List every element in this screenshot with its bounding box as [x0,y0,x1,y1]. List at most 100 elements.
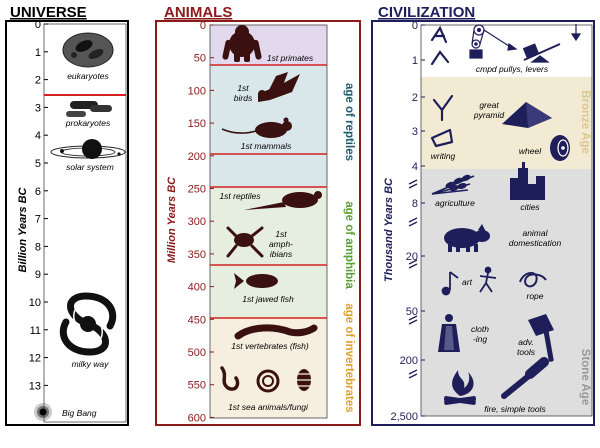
civilization-tick-label: 2 [412,92,418,104]
civilization-tick-label: 8 [412,198,418,210]
writing-glyph-icon [430,25,448,44]
mammals-label: 1st mammals [241,141,292,151]
milky-way-icon [59,292,117,356]
animals-tick-label: 600 [188,412,206,424]
civilization-panel: CIVILIZATION Thousand Years BC 0 1 2 3 4 8 20 5… [371,4,595,426]
vertebrates-label: 1st vertebrates (fish) [231,341,309,351]
worm-icon [220,366,240,391]
birds-label: birds [234,93,253,103]
animals-tick-label: 300 [188,216,206,228]
cities-icon [510,162,545,200]
animals-tick-label: 500 [188,347,206,359]
universe-axis-label: Billion Years BC [17,186,29,272]
universe-tick-label: 3 [35,102,41,114]
universe-tick-label: 4 [35,130,41,142]
civilization-plot-area [420,24,593,417]
civilization-tick-label: 1 [412,55,418,67]
universe-title: UNIVERSE [10,4,87,21]
animals-ticks: 0 50 100 150 200 250 300 350 400 450 500 550 600 [188,20,214,424]
jawed-fish-label: 1st jawed fish [242,294,294,304]
amphibian-icon [226,226,264,258]
animals-tick-label: 550 [188,380,206,392]
writing-label: writing [431,151,456,161]
universe-tick-label: 1 [35,47,41,59]
civilization-tick-label: 4 [412,161,418,173]
prokaryote-icon [66,101,112,117]
writing-glyph-icon [430,50,450,66]
writing-glyph-icon [432,94,454,122]
bird-icon [258,72,300,102]
domestication-label: animal [522,228,548,238]
agriculture-label: agriculture [435,198,475,208]
writing-glyph-icon [430,128,454,148]
invertebrates-age-label: age of invertebrates [343,303,355,412]
reptiles-label: 1st reptiles [219,191,261,201]
civilization-axis-label: Thousand Years BC [383,177,395,282]
universe-tick-label: 6 [35,186,41,198]
pig-icon [444,224,490,252]
art-icon [441,266,497,296]
wheel-label: wheel [519,146,542,156]
rope-icon [519,272,547,288]
fire-tools-label: fire, simple tools [484,404,546,414]
domestication-label: domestication [509,238,562,248]
primates-label: 1st primates [267,53,314,63]
milky-way-label: milky way [72,359,110,369]
animals-panel: ANIMALS Million Years BC 0 50 100 150 200 250… [155,4,361,426]
animals-axis-label: Million Years BC [166,176,178,263]
animals-tick-label: 0 [200,20,206,32]
eukaryote-icon [62,32,114,68]
civilization-ticks: 0 1 2 3 4 8 20 50 200 2,500 [390,20,425,423]
clothing-label: cloth [471,324,489,334]
animals-tick-label: 150 [188,118,206,130]
amphibians-label: 1st [275,229,287,239]
jawed-fish-icon [234,273,278,289]
pyramid-label: great [479,100,499,110]
universe-tick-label: 2 [35,75,41,87]
universe-tick-label: 11 [30,325,41,337]
civilization-tick-label: 2,500 [390,411,418,423]
animals-tick-label: 400 [188,282,206,294]
civilization-tick-label: 0 [412,20,418,32]
animals-tick-label: 100 [188,85,206,97]
reptile-icon [244,191,322,210]
club-icon [525,357,549,379]
amphibians-label: ibians [270,249,293,259]
eukaryotes-label: eukaryotes [67,71,109,81]
rope-label: rope [526,291,543,301]
stone-age-label: Stone Age [579,349,591,405]
animals-tick-label: 350 [188,249,206,261]
animals-tick-label: 450 [188,314,206,326]
pyramid-label: pyramid [473,110,505,120]
wheel-icon [550,135,570,161]
reptiles-age-label: age of reptiles [343,83,355,161]
universe-tick-label: 5 [35,158,41,170]
universe-plot-area [43,23,127,423]
primate-icon [222,25,262,62]
civilization-tick-label: 50 [406,306,418,318]
sea-animals-label: 1st sea animals/fungi [228,402,309,412]
mammal-icon [221,117,292,138]
agriculture-icon [431,174,475,195]
civilization-tick-label: 200 [400,355,418,367]
universe-tick-label: 7 [35,214,41,226]
civilization-title: CIVILIZATION [378,4,475,21]
civilization-tick-label: 20 [406,251,418,263]
bronze-age-label: Bronze Age [579,90,591,153]
big-bang-icon [34,403,52,421]
animals-title: ANIMALS [164,4,232,21]
axis-break-marks [408,179,418,379]
art-label: art [462,277,473,287]
universe-tick-label: 10 [29,297,41,309]
universe-panel: UNIVERSE Billion Years BC 01234567891011… [5,4,129,426]
universe-tick-label: 13 [29,380,41,392]
tools-label: tools [517,347,536,357]
clothing-label: -ing [473,334,487,344]
clothing-icon [438,314,460,352]
solar-system-label: solar system [66,162,114,172]
universe-tick-label: 12 [29,353,41,365]
animals-tick-label: 50 [194,53,206,65]
civilization-tick-label: 3 [412,126,418,138]
